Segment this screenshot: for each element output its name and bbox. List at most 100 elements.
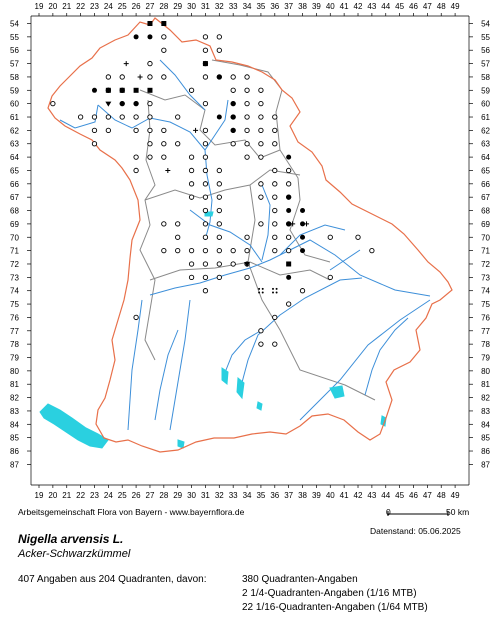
record-filled-circle <box>119 101 125 107</box>
record-open-circle <box>230 247 236 254</box>
grid-row-label: 65 <box>10 166 19 175</box>
record-open-circle <box>244 114 250 120</box>
record-open-circle <box>147 141 153 147</box>
grid-col-label: 21 <box>62 491 71 500</box>
grid-col-label: 42 <box>354 491 363 500</box>
grid-row-label: 67 <box>10 193 19 202</box>
record-open-circle <box>105 74 112 80</box>
record-filled-circle <box>286 221 292 227</box>
record-open-circle <box>258 87 264 93</box>
record-open-circle <box>133 167 139 174</box>
record-open-circle <box>327 274 333 280</box>
record-open-circle <box>216 194 222 200</box>
grid-row-label: 54 <box>10 20 19 29</box>
grid-row-label: 56 <box>481 46 490 55</box>
record-square <box>119 87 125 93</box>
grid-col-label: 46 <box>409 491 418 500</box>
record-open-circle <box>202 247 209 254</box>
record-open-circle <box>161 34 167 40</box>
record-open-circle <box>188 181 195 187</box>
record-open-circle <box>216 247 222 254</box>
record-plus <box>290 221 296 227</box>
record-open-circle <box>272 341 278 347</box>
record-open-circle <box>230 261 236 267</box>
grid-col-label: 30 <box>187 2 196 11</box>
record-open-circle <box>258 341 264 347</box>
record-open-circle <box>230 74 236 80</box>
grid-col-label: 26 <box>132 491 141 500</box>
grid-row-label: 74 <box>10 287 19 296</box>
grid-row-label: 77 <box>10 327 19 336</box>
grid-col-label: 29 <box>173 2 182 11</box>
grid-col-label: 40 <box>326 491 335 500</box>
record-open-circle <box>202 261 209 267</box>
record-plus <box>193 127 199 133</box>
record-open-circle <box>355 234 361 240</box>
record-filled-circle <box>300 248 306 254</box>
grid-col-label: 26 <box>132 2 141 11</box>
grid-row-label: 73 <box>10 273 19 282</box>
grid-row-label: 74 <box>481 287 490 296</box>
river-saale <box>159 59 206 111</box>
lakes <box>39 211 387 449</box>
grid-col-label: 38 <box>298 2 307 11</box>
record-open-circle <box>202 207 209 214</box>
record-open-circle <box>175 114 181 120</box>
grid-row-label: 68 <box>481 207 490 216</box>
record-open-circle <box>216 181 222 187</box>
grid-col-label: 35 <box>256 2 265 11</box>
grid-row-label: 87 <box>481 460 490 469</box>
grid-col-label: 43 <box>367 491 376 500</box>
grid-col-label: 36 <box>270 491 279 500</box>
grid-col-label: 44 <box>381 2 390 11</box>
record-open-circle <box>286 247 292 254</box>
record-open-circle <box>202 181 209 187</box>
record-open-circle <box>327 234 333 240</box>
grid-col-label: 21 <box>62 2 71 11</box>
record-plus <box>304 221 310 227</box>
grid-row-label: 64 <box>481 153 490 162</box>
record-filled-circle <box>230 127 236 133</box>
record-open-circle <box>272 207 278 214</box>
record-four-dots <box>261 287 264 290</box>
district-borders <box>139 59 376 401</box>
record-open-circle <box>244 141 250 147</box>
record-four-dots <box>271 287 274 290</box>
river-amper <box>221 329 263 381</box>
lake-brombachsee <box>204 211 214 217</box>
record-filled-circle <box>286 154 292 160</box>
grid-row-label: 75 <box>481 300 490 309</box>
stats-quadrants: 380 Quadranten-Angaben <box>242 574 358 585</box>
record-open-circle <box>91 141 98 147</box>
record-open-circle <box>161 154 167 160</box>
grid-row-label: 58 <box>481 73 490 82</box>
river-inn <box>299 299 431 421</box>
grid-row-label: 61 <box>481 113 490 122</box>
record-square <box>202 61 208 67</box>
river-main-lower <box>59 104 99 129</box>
grid-row-label: 76 <box>10 313 19 322</box>
grid-row-label: 70 <box>10 233 19 242</box>
record-open-circle <box>161 74 167 80</box>
grid-col-label: 44 <box>381 491 390 500</box>
record-filled-circle <box>286 194 292 200</box>
record-open-circle <box>133 127 139 134</box>
record-open-circle <box>161 141 167 147</box>
record-square <box>147 87 153 93</box>
record-open-circle <box>202 234 209 240</box>
record-symbols <box>50 21 375 347</box>
record-open-circle <box>147 60 153 67</box>
record-open-circle <box>147 154 153 160</box>
lake-starnberger-see <box>236 376 245 400</box>
record-open-circle <box>161 247 167 254</box>
record-filled-circle <box>216 114 222 120</box>
record-filled-circle <box>300 234 306 240</box>
record-open-circle <box>244 274 250 280</box>
grid-row-label: 60 <box>481 100 490 109</box>
record-open-circle <box>244 247 250 254</box>
grid-col-label: 49 <box>451 491 460 500</box>
record-open-circle <box>286 234 292 240</box>
grid-row-label: 84 <box>481 420 490 429</box>
record-open-circle <box>202 288 209 294</box>
